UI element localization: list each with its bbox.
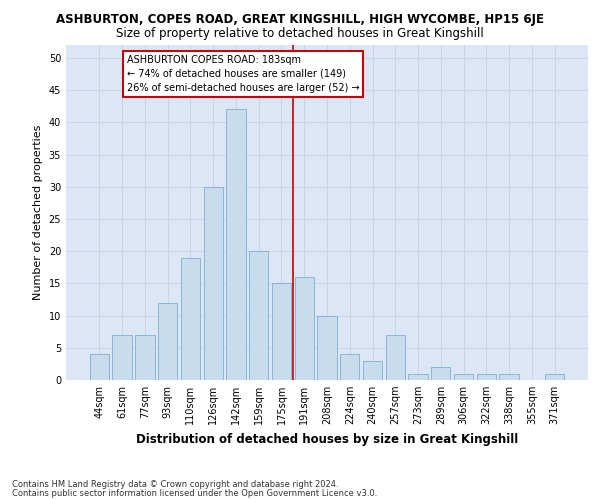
Bar bbox=[476, 374, 496, 380]
Bar bbox=[226, 110, 245, 380]
Bar bbox=[363, 360, 382, 380]
Bar bbox=[272, 284, 291, 380]
X-axis label: Distribution of detached houses by size in Great Kingshill: Distribution of detached houses by size … bbox=[136, 432, 518, 446]
Bar bbox=[181, 258, 200, 380]
Text: ASHBURTON, COPES ROAD, GREAT KINGSHILL, HIGH WYCOMBE, HP15 6JE: ASHBURTON, COPES ROAD, GREAT KINGSHILL, … bbox=[56, 12, 544, 26]
Bar bbox=[499, 374, 519, 380]
Text: Contains HM Land Registry data © Crown copyright and database right 2024.: Contains HM Land Registry data © Crown c… bbox=[12, 480, 338, 489]
Bar bbox=[203, 186, 223, 380]
Bar bbox=[386, 335, 405, 380]
Bar bbox=[409, 374, 428, 380]
Text: Contains public sector information licensed under the Open Government Licence v3: Contains public sector information licen… bbox=[12, 488, 377, 498]
Bar bbox=[454, 374, 473, 380]
Bar bbox=[135, 335, 155, 380]
Y-axis label: Number of detached properties: Number of detached properties bbox=[33, 125, 43, 300]
Bar bbox=[249, 251, 268, 380]
Text: ASHBURTON COPES ROAD: 183sqm
← 74% of detached houses are smaller (149)
26% of s: ASHBURTON COPES ROAD: 183sqm ← 74% of de… bbox=[127, 54, 359, 92]
Bar bbox=[431, 367, 451, 380]
Bar bbox=[90, 354, 109, 380]
Bar bbox=[317, 316, 337, 380]
Text: Size of property relative to detached houses in Great Kingshill: Size of property relative to detached ho… bbox=[116, 28, 484, 40]
Bar bbox=[545, 374, 564, 380]
Bar bbox=[158, 302, 178, 380]
Bar bbox=[295, 277, 314, 380]
Bar bbox=[340, 354, 359, 380]
Bar bbox=[112, 335, 132, 380]
